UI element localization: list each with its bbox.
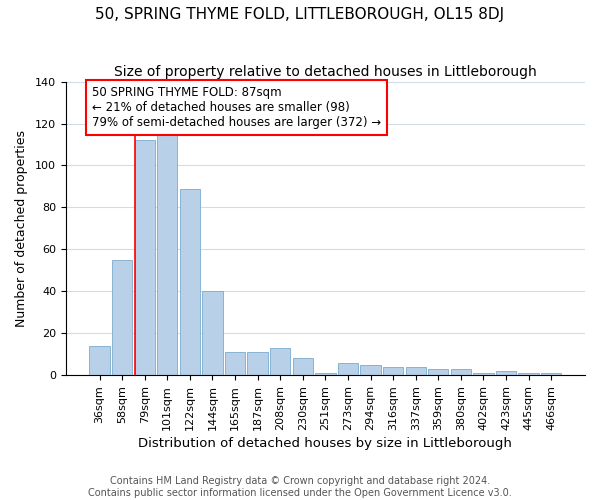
Bar bbox=[134, 140, 155, 375]
Bar bbox=[541, 373, 562, 375]
Title: Size of property relative to detached houses in Littleborough: Size of property relative to detached ho… bbox=[114, 65, 537, 79]
Bar bbox=[202, 292, 223, 375]
Bar bbox=[89, 346, 110, 375]
X-axis label: Distribution of detached houses by size in Littleborough: Distribution of detached houses by size … bbox=[139, 437, 512, 450]
Bar bbox=[406, 367, 426, 375]
Bar bbox=[428, 369, 448, 375]
Bar bbox=[496, 371, 516, 375]
Bar bbox=[315, 373, 335, 375]
Text: 50, SPRING THYME FOLD, LITTLEBOROUGH, OL15 8DJ: 50, SPRING THYME FOLD, LITTLEBOROUGH, OL… bbox=[95, 8, 505, 22]
Text: 50 SPRING THYME FOLD: 87sqm
← 21% of detached houses are smaller (98)
79% of sem: 50 SPRING THYME FOLD: 87sqm ← 21% of det… bbox=[92, 86, 381, 129]
Bar bbox=[247, 352, 268, 375]
Bar bbox=[451, 369, 471, 375]
Y-axis label: Number of detached properties: Number of detached properties bbox=[15, 130, 28, 327]
Bar bbox=[338, 362, 358, 375]
Bar bbox=[383, 367, 403, 375]
Bar bbox=[225, 352, 245, 375]
Bar bbox=[112, 260, 133, 375]
Bar bbox=[293, 358, 313, 375]
Text: Contains HM Land Registry data © Crown copyright and database right 2024.
Contai: Contains HM Land Registry data © Crown c… bbox=[88, 476, 512, 498]
Bar bbox=[180, 188, 200, 375]
Bar bbox=[270, 348, 290, 375]
Bar bbox=[157, 134, 178, 375]
Bar bbox=[518, 373, 539, 375]
Bar bbox=[361, 364, 381, 375]
Bar bbox=[473, 373, 494, 375]
